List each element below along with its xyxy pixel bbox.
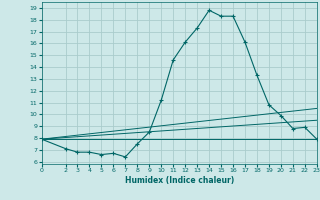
X-axis label: Humidex (Indice chaleur): Humidex (Indice chaleur)	[124, 176, 234, 185]
